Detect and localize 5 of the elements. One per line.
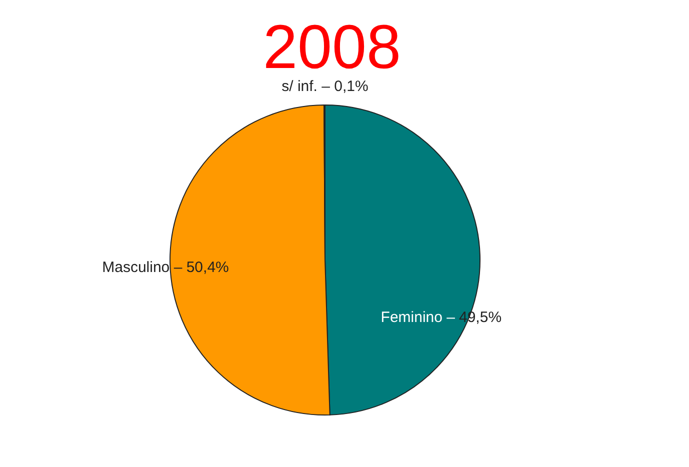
slice-label: s/ inf. – (282, 78, 330, 95)
slice-label: Masculino – (102, 258, 182, 276)
data-label: 50,4% (186, 258, 229, 276)
data-label: 0,1% (334, 78, 368, 95)
slice-label: Feminino – (380, 309, 456, 326)
